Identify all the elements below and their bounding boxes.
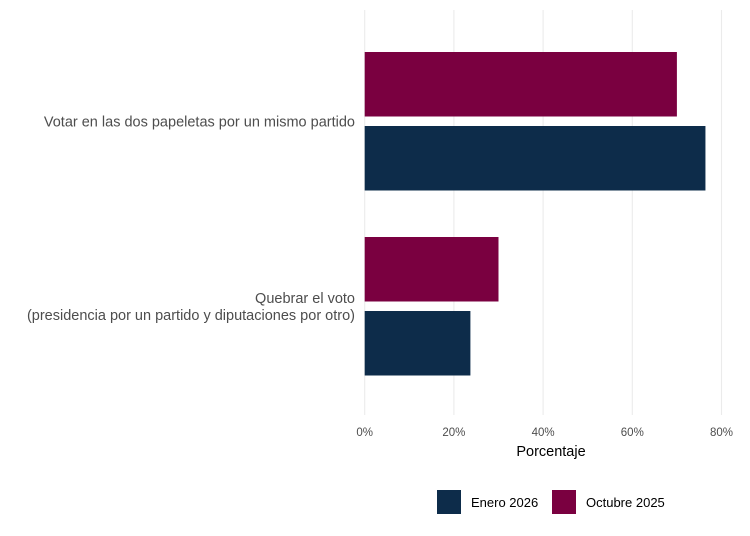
category-label: Votar en las dos papeletas por un mismo …: [44, 114, 355, 130]
legend-swatch: [437, 490, 461, 514]
bar-octubre-2025: [364, 237, 499, 302]
x-tick-label: 80%: [710, 427, 733, 439]
category-label: (presidencia por un partido y diputacion…: [27, 308, 355, 324]
x-axis-title: Porcentaje: [516, 444, 585, 460]
legend-label: Enero 2026: [471, 495, 538, 510]
bar-octubre-2025: [364, 52, 677, 117]
x-tick-label: 0%: [356, 427, 373, 439]
category-label: Quebrar el voto: [255, 291, 355, 307]
x-tick-label: 40%: [532, 427, 555, 439]
legend-swatch: [552, 490, 576, 514]
x-tick-label: 60%: [621, 427, 644, 439]
bar-enero-2026: [364, 126, 706, 191]
legend-label: Octubre 2025: [586, 495, 665, 510]
bar-enero-2026: [364, 311, 471, 376]
x-tick-label: 20%: [442, 427, 465, 439]
